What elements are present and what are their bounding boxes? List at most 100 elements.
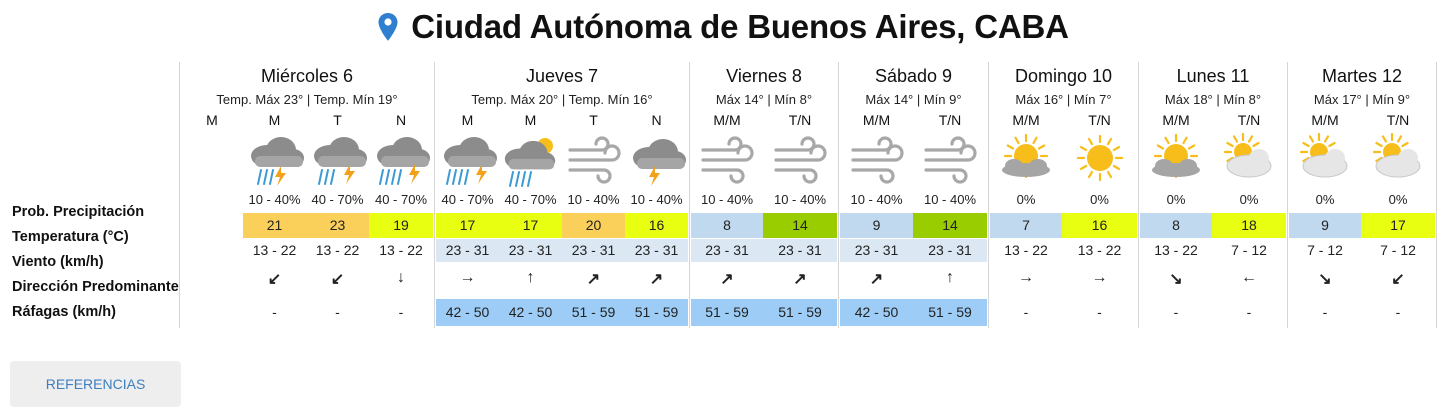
period-label: T xyxy=(589,112,598,128)
label-precipitation: Prob. Precipitación xyxy=(12,204,145,220)
wind-direction-arrow-icon xyxy=(181,269,243,291)
precipitation-probability: 0% xyxy=(1388,192,1408,207)
day-block: Martes 12 Máx 17° | Mín 9° M/M 0% 9 7 - 12 ↘ - T… xyxy=(1289,62,1435,328)
day-name: Miércoles 6 xyxy=(260,66,354,86)
gust-speed-cell: - xyxy=(1395,304,1401,320)
map-pin-icon xyxy=(377,12,399,42)
sun-cloud-icon xyxy=(1146,132,1206,188)
day-block: Sábado 9 Máx 14° | Mín 9° M/M 10 - 40% 9 23 … xyxy=(840,62,987,328)
wind-speed-cell: 13 - 22 xyxy=(315,242,360,258)
temperature-cell: 23 xyxy=(306,213,369,238)
period-label: T xyxy=(333,112,342,128)
forecast-period-column: M 40 - 70% 17 23 - 31 → 42 - 50 xyxy=(436,62,499,328)
partly-cloudy-icon xyxy=(1295,132,1355,188)
precipitation-probability: 10 - 40% xyxy=(700,192,754,207)
forecast-period-column: M/M 0% 7 13 - 22 → - xyxy=(990,62,1062,328)
wind-direction-arrow-icon: → xyxy=(1062,269,1137,291)
wind-speed-cell: 23 - 31 xyxy=(499,239,562,262)
precipitation-probability: 10 - 40% xyxy=(773,192,827,207)
wind-direction-arrow-icon: ↗ xyxy=(763,269,837,291)
temperature-cell: 16 xyxy=(1062,213,1137,238)
wind-direction-arrow-icon: ↗ xyxy=(691,269,763,291)
day-temperature-range: Temp. Máx 23° | Temp. Mín 19° xyxy=(216,92,398,107)
wind-icon xyxy=(920,132,980,188)
forecast-period-column: M 40 - 70% 17 23 - 31 ↑ 42 - 50 xyxy=(499,62,562,328)
precipitation-probability: 0% xyxy=(1016,192,1036,207)
wind-direction-glyph: ↘ xyxy=(1318,271,1332,288)
day-block: Viernes 8 Máx 14° | Mín 8° M/M 10 - 40% 8 23… xyxy=(691,62,837,328)
day-block: Jueves 7 Temp. Máx 20° | Temp. Mín 16° M 4… xyxy=(436,62,688,328)
forecast-period-column: T/N 0% 18 7 - 12 ← - xyxy=(1212,62,1286,328)
wind-speed-cell: 7 - 12 xyxy=(1231,242,1267,258)
references-button[interactable]: REFERENCIAS xyxy=(10,361,181,407)
temperature-cell: 8 xyxy=(691,213,763,238)
wind-direction-arrow-icon: ↙ xyxy=(306,269,369,291)
period-label: M xyxy=(268,112,281,128)
label-gusts: Ráfagas (km/h) xyxy=(12,304,116,320)
label-wind-direction: Dirección Predominante xyxy=(12,279,179,295)
temperature-cell: 14 xyxy=(763,213,837,238)
forecast-period-column: T/N 0% 17 7 - 12 ↙ - xyxy=(1361,62,1435,328)
forecast-period-column: M/M 10 - 40% 9 23 - 31 ↗ 42 - 50 xyxy=(840,62,913,328)
precipitation-probability: 40 - 70% xyxy=(374,192,428,207)
temperature-cell: 14 xyxy=(913,213,987,238)
wind-direction-arrow-icon: ↑ xyxy=(913,269,987,291)
wind-speed-cell: 13 - 22 xyxy=(252,242,297,258)
temperature-cell: 17 xyxy=(1361,213,1435,238)
cloud-storm-icon xyxy=(627,132,687,188)
label-temperature: Temperatura (°C) xyxy=(12,229,129,245)
column-divider xyxy=(1138,62,1139,328)
precipitation-probability: 10 - 40% xyxy=(923,192,977,207)
wind-direction-arrow-icon: ↙ xyxy=(243,269,306,291)
temperature-cell: 21 xyxy=(243,213,306,238)
wind-direction-glyph: ↙ xyxy=(267,271,282,288)
gust-speed-cell: 51 - 59 xyxy=(763,299,837,326)
column-divider xyxy=(988,62,989,328)
wind-direction-glyph: → xyxy=(1018,269,1034,286)
temperature-cell: 17 xyxy=(436,213,499,238)
forecast-period-column: M/M 0% 9 7 - 12 ↘ - xyxy=(1289,62,1361,328)
wind-speed-cell: 23 - 31 xyxy=(625,239,688,262)
wind-direction-glyph: ↗ xyxy=(649,271,664,288)
wind-speed-cell: 23 - 31 xyxy=(562,239,625,262)
temperature-cell: 19 xyxy=(369,213,433,238)
wind-direction-glyph: → xyxy=(459,269,476,286)
wind-direction-glyph: ↙ xyxy=(1391,271,1405,288)
forecast-period-column: M/M 10 - 40% 8 23 - 31 ↗ 51 - 59 xyxy=(691,62,763,328)
label-wind: Viento (km/h) xyxy=(12,254,104,270)
day-name: Lunes 11 xyxy=(1176,66,1250,86)
column-divider xyxy=(838,62,839,328)
rain-storm-icon xyxy=(245,132,305,188)
precipitation-probability: 10 - 40% xyxy=(567,192,620,207)
wind-direction-glyph: ↙ xyxy=(330,271,345,288)
partly-cloudy-icon xyxy=(1219,132,1279,188)
wind-speed-cell: 23 - 31 xyxy=(840,239,913,262)
gust-speed-cell: - xyxy=(272,304,277,320)
forecast-period-column: T/N 10 - 40% 14 23 - 31 ↗ 51 - 59 xyxy=(763,62,837,328)
day-name: Viernes 8 xyxy=(726,66,802,86)
period-label: T/N xyxy=(1088,112,1111,128)
gust-speed-cell: 42 - 50 xyxy=(840,299,913,326)
day-temperature-range: Máx 14° | Mín 8° xyxy=(715,92,813,107)
wind-direction-arrow-icon: ↓ xyxy=(369,269,433,291)
period-label: N xyxy=(395,112,407,128)
wind-icon xyxy=(564,132,624,188)
sun-cloud-icon xyxy=(996,132,1056,188)
forecast-period-column: N 40 - 70% 19 13 - 22 ↓ - xyxy=(369,62,433,328)
wind-direction-glyph: ↑ xyxy=(526,269,535,286)
period-label: M xyxy=(461,112,474,128)
forecast-period-column: N 10 - 40% 16 23 - 31 ↗ 51 - 59 xyxy=(625,62,688,328)
period-label: M/M xyxy=(862,112,891,128)
sun-icon xyxy=(1070,132,1130,188)
page-title: Ciudad Autónoma de Buenos Aires, CABA xyxy=(411,8,1069,45)
period-label: M xyxy=(206,112,218,128)
storm-heavy-rain-icon xyxy=(371,132,431,188)
wind-direction-glyph: ↗ xyxy=(869,271,884,288)
storm-heavy-rain-icon xyxy=(438,132,498,188)
forecast-period-column: M 10 - 40% 21 13 - 22 ↙ - xyxy=(243,62,306,328)
wind-speed-cell: 13 - 22 xyxy=(379,242,423,258)
period-label: T/N xyxy=(1237,112,1261,128)
wind-speed-cell: 23 - 31 xyxy=(436,239,499,262)
wind-speed-cell: 13 - 22 xyxy=(1004,242,1048,258)
gust-speed-cell xyxy=(181,299,243,326)
